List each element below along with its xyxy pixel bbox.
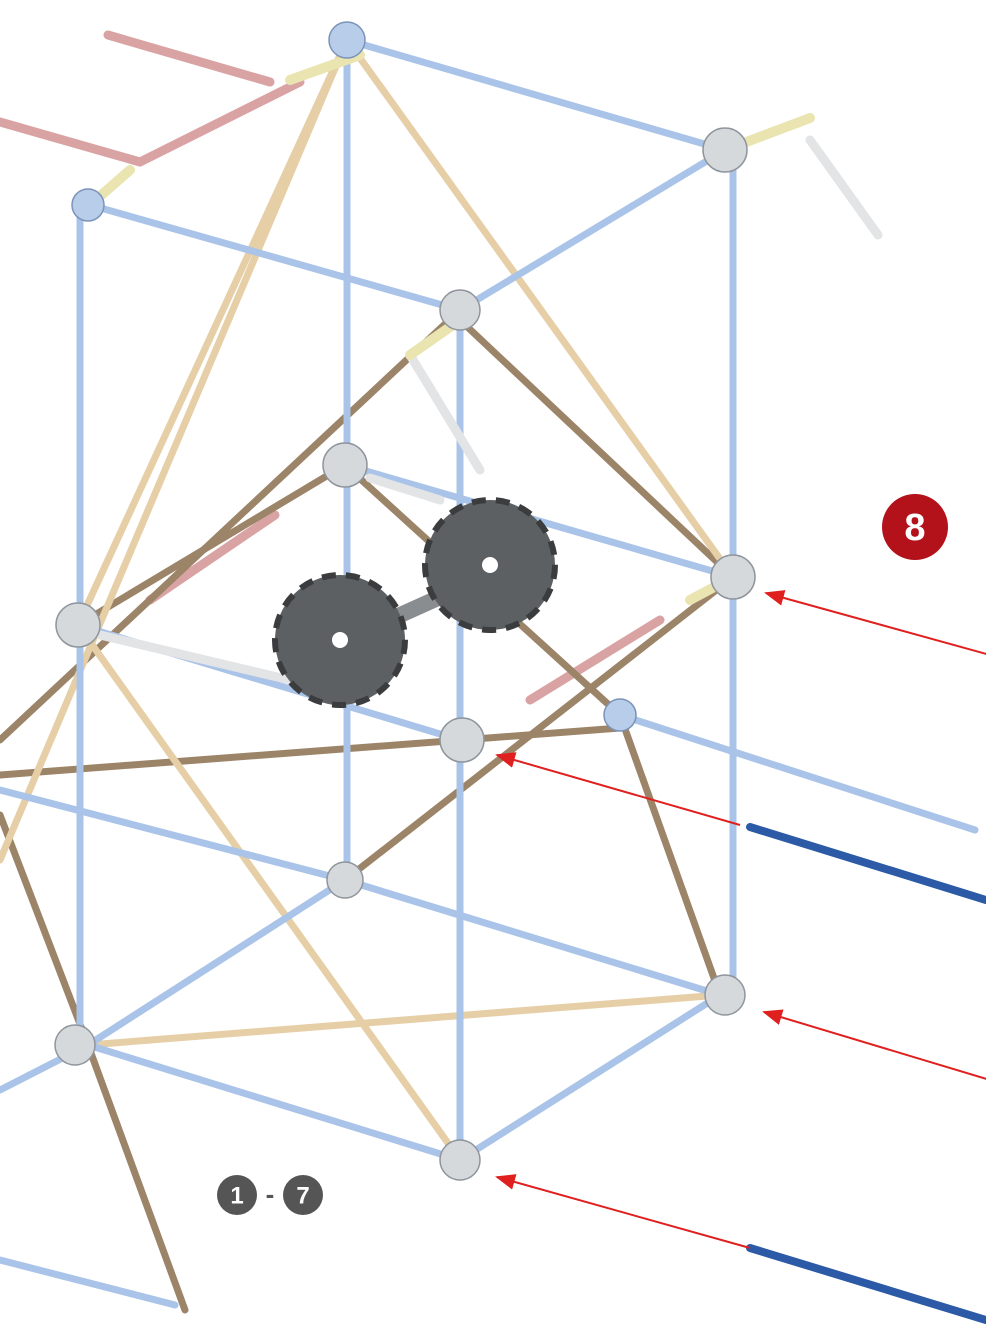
brown-rod bbox=[456, 316, 737, 581]
hub bbox=[322, 442, 368, 488]
hub bbox=[439, 289, 481, 331]
brown-rod bbox=[341, 573, 737, 884]
step-badge: 8 bbox=[882, 494, 948, 560]
tan-rods bbox=[0, 36, 737, 1164]
brown-rod bbox=[84, 1041, 189, 1314]
blue-rod bbox=[0, 786, 349, 884]
tan-rod bbox=[343, 36, 737, 581]
white-rod bbox=[805, 135, 883, 240]
arrow bbox=[495, 1174, 751, 1249]
pink-rods bbox=[0, 30, 665, 705]
blue-rod bbox=[84, 876, 349, 1049]
hub bbox=[704, 974, 746, 1016]
range-start-circle bbox=[217, 1175, 257, 1215]
white-rods bbox=[95, 135, 883, 685]
white-rod bbox=[95, 630, 295, 685]
arrow bbox=[495, 752, 741, 826]
pink-rod bbox=[0, 117, 145, 167]
brown-rod bbox=[0, 811, 92, 1049]
previous-steps: 1 - 7 bbox=[217, 1175, 323, 1215]
hubs bbox=[54, 21, 756, 1181]
blue-rod bbox=[341, 876, 724, 999]
hub bbox=[439, 1139, 481, 1181]
gears bbox=[272, 497, 558, 708]
blue-rod bbox=[0, 1256, 179, 1309]
arrow bbox=[764, 590, 986, 655]
brown-rod bbox=[0, 724, 624, 779]
connector bbox=[285, 50, 365, 85]
range-end-circle bbox=[283, 1175, 323, 1215]
hub bbox=[603, 698, 637, 732]
step-circle bbox=[882, 494, 948, 560]
gear bbox=[332, 632, 348, 648]
step-number: 8 bbox=[904, 507, 925, 549]
white-rod bbox=[365, 473, 445, 505]
new-rod bbox=[746, 823, 986, 904]
hub bbox=[54, 1024, 96, 1066]
tan-rod bbox=[84, 991, 724, 1049]
hub bbox=[710, 554, 756, 600]
brown-rod bbox=[616, 711, 724, 999]
range-separator: - bbox=[266, 1179, 275, 1209]
tan-rod bbox=[0, 36, 351, 864]
blue-rod bbox=[343, 36, 729, 154]
white-rod bbox=[405, 350, 485, 475]
brown-rods bbox=[0, 306, 737, 1314]
hub bbox=[326, 861, 364, 899]
pink-rod bbox=[525, 615, 665, 705]
pink-rod bbox=[145, 510, 280, 605]
arrow bbox=[762, 1009, 986, 1080]
range-end: 7 bbox=[296, 1183, 309, 1210]
range-start: 1 bbox=[230, 1183, 243, 1210]
tan-rod bbox=[74, 621, 464, 1164]
blue-rod bbox=[456, 991, 724, 1164]
pink-rod bbox=[103, 30, 275, 87]
new-rods bbox=[746, 823, 986, 1324]
brown-rod bbox=[74, 461, 349, 629]
blue-rod bbox=[616, 711, 979, 834]
arrows bbox=[495, 590, 986, 1249]
pink-rod bbox=[135, 77, 305, 167]
gear bbox=[482, 557, 498, 573]
hub bbox=[55, 602, 101, 648]
new-rod bbox=[746, 1244, 986, 1324]
hub bbox=[439, 717, 485, 763]
blue-rod bbox=[84, 1041, 464, 1164]
hub bbox=[702, 127, 748, 173]
hub bbox=[328, 21, 366, 59]
hub bbox=[71, 188, 105, 222]
blue-rod bbox=[86, 201, 464, 314]
blue-rod bbox=[456, 146, 729, 314]
